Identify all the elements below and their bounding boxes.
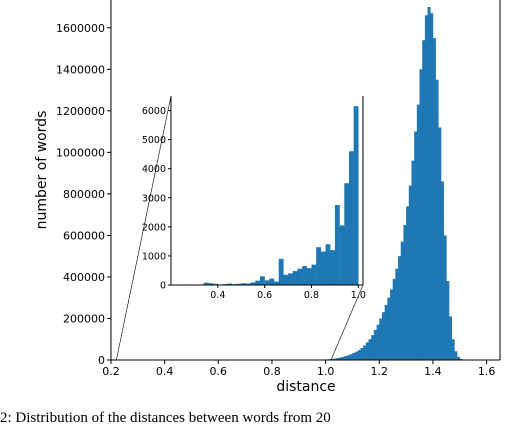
main-bar-19 — [377, 325, 380, 360]
inset-bar-22 — [279, 259, 284, 285]
main-x-tick-label-2: 0.6 — [210, 365, 228, 378]
inset-x-tick-label-1: 0.6 — [257, 290, 272, 301]
inset-bar-27 — [302, 266, 307, 285]
inset-x-tick-label-2: 0.8 — [304, 290, 319, 301]
main-y-tick-label-4: 800000 — [63, 188, 105, 201]
inset-y-tick-label-5: 5000 — [142, 135, 166, 146]
main-bar-13 — [361, 348, 364, 360]
inset-bar-33 — [330, 250, 335, 285]
main-bar-46 — [449, 316, 452, 360]
main-bar-29 — [403, 225, 406, 360]
main-bar-8 — [347, 355, 350, 360]
main-bar-11 — [355, 352, 358, 360]
inset-bar-35 — [340, 225, 345, 285]
main-y-tick-label-7: 1400000 — [56, 63, 105, 76]
inset-bar-28 — [307, 268, 312, 285]
main-bar-38 — [428, 7, 431, 360]
main-bar-22 — [385, 305, 388, 360]
y-axis-title: number of words — [34, 111, 50, 230]
main-bar-7 — [344, 356, 347, 360]
main-bar-20 — [379, 318, 382, 360]
main-x-tick-label-7: 1.6 — [478, 365, 496, 378]
main-y-tick-label-2: 400000 — [63, 271, 105, 284]
inset-bar-32 — [326, 244, 331, 285]
main-x-tick-label-5: 1.2 — [371, 365, 389, 378]
inset-bar-36 — [344, 183, 349, 285]
main-y-tick-label-1: 200000 — [63, 312, 105, 325]
main-bar-10 — [352, 353, 355, 360]
inset-y-tick-label-4: 4000 — [142, 164, 166, 175]
inset-y-tick-label-3: 3000 — [142, 193, 166, 204]
main-bar-37 — [425, 15, 428, 360]
main-bar-14 — [363, 345, 366, 360]
inset-bar-31 — [321, 252, 326, 285]
main-bar-26 — [395, 269, 398, 360]
inset-bar-20 — [269, 279, 274, 285]
main-bar-32 — [411, 161, 414, 360]
main-bar-24 — [390, 289, 393, 360]
main-bar-30 — [406, 206, 409, 360]
main-y-tick-label-0: 0 — [98, 354, 105, 367]
main-x-tick-label-1: 0.4 — [156, 365, 174, 378]
main-bar-15 — [366, 342, 369, 360]
main-bar-17 — [371, 335, 374, 360]
main-bar-33 — [414, 132, 417, 360]
main-bar-12 — [358, 350, 361, 360]
inset-bar-24 — [288, 273, 293, 285]
main-bar-41 — [436, 80, 439, 360]
main-bar-47 — [452, 339, 455, 360]
main-bar-42 — [438, 127, 441, 360]
main-bar-45 — [446, 281, 449, 360]
main-x-tick-label-3: 0.8 — [263, 365, 281, 378]
main-y-tick-label-3: 600000 — [63, 229, 105, 242]
main-bar-39 — [430, 13, 433, 360]
inset-bar-19 — [265, 280, 270, 285]
main-bar-23 — [387, 298, 390, 360]
x-axis-title: distance — [276, 379, 335, 395]
main-y-tick-label-5: 1000000 — [56, 146, 105, 159]
main-y-tick-label-6: 1200000 — [56, 105, 105, 118]
inset-histogram: 0.4 0.6 0.8 1.0 0 1000 2000 3000 4000 5000 6000 — [142, 96, 366, 301]
inset-x-tick-label-3: 1.0 — [351, 290, 366, 301]
main-bar-27 — [398, 256, 401, 360]
inset-bar-25 — [293, 271, 298, 285]
main-bar-9 — [350, 354, 353, 360]
inset-bar-18 — [260, 276, 265, 285]
main-bar-35 — [420, 69, 423, 360]
main-bar-31 — [409, 186, 412, 360]
main-bar-40 — [433, 38, 436, 360]
inset-y-tick-label-0: 0 — [160, 281, 166, 292]
inset-bar-38 — [354, 106, 359, 285]
inset-x-tick-label-0: 0.4 — [210, 290, 225, 301]
inset-bar-17 — [255, 281, 260, 285]
inset-bar-37 — [349, 151, 354, 285]
inset-bar-26 — [297, 269, 302, 285]
inset-y-tick-label-1: 1000 — [142, 251, 166, 262]
main-bar-25 — [393, 279, 396, 360]
main-bar-18 — [374, 330, 377, 360]
main-bar-48 — [454, 351, 457, 360]
figure-caption: 2: Distribution of the distances between… — [0, 410, 331, 427]
inset-bar-23 — [283, 275, 288, 285]
main-bar-21 — [382, 312, 385, 360]
inset-bar-21 — [274, 282, 279, 285]
inset-y-tick-label-6: 6000 — [142, 106, 166, 117]
main-bar-16 — [369, 339, 372, 360]
inset-bar-34 — [335, 205, 340, 285]
inset-bar-30 — [316, 247, 321, 285]
main-bar-43 — [441, 181, 444, 360]
main-bar-34 — [417, 105, 420, 360]
main-x-tick-label-4: 1.0 — [317, 365, 335, 378]
main-bar-36 — [422, 40, 425, 360]
main-bar-28 — [401, 242, 404, 360]
inset-bar-29 — [311, 265, 316, 285]
inset-y-tick-label-2: 2000 — [142, 222, 166, 233]
main-y-tick-label-8: 1600000 — [56, 22, 105, 35]
main-x-tick-label-6: 1.4 — [424, 365, 442, 378]
main-bar-44 — [444, 235, 447, 360]
